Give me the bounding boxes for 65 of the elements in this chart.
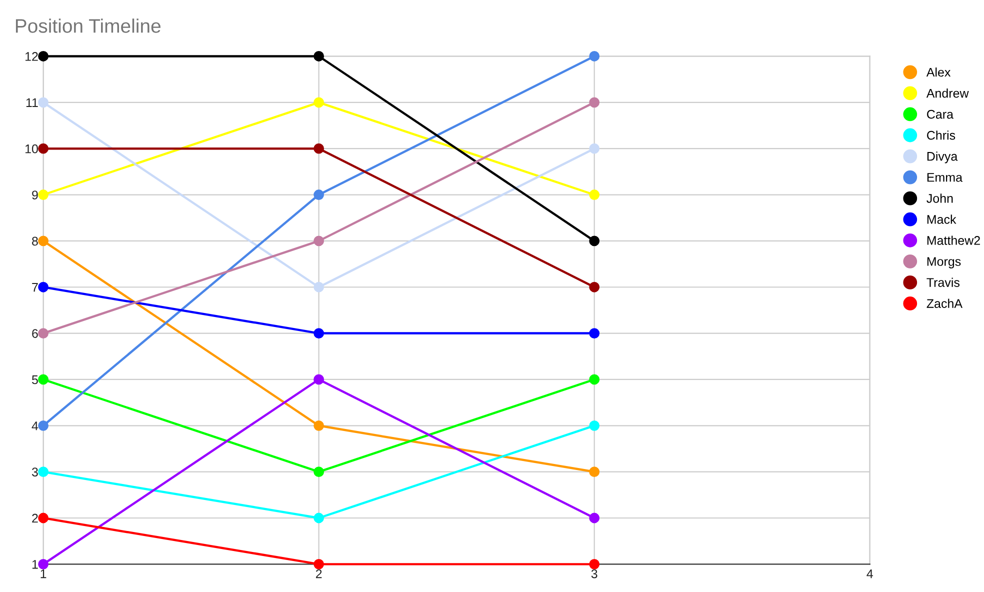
legend-label: Cara	[927, 110, 954, 119]
point	[589, 466, 600, 478]
legend-label: Morgs	[927, 257, 961, 268]
point	[314, 97, 324, 108]
point	[38, 190, 49, 200]
legend-label: Andrew	[926, 88, 969, 98]
point	[589, 558, 600, 570]
point	[314, 236, 324, 246]
point	[589, 328, 600, 339]
point	[314, 143, 324, 154]
legend-label: Travis	[926, 278, 960, 287]
y-tick-label: 5	[32, 375, 38, 384]
point	[38, 143, 49, 154]
legend-label: Mack	[927, 214, 956, 224]
point	[314, 51, 324, 62]
point	[38, 466, 49, 478]
y-tick-label: 6	[32, 329, 38, 338]
point	[38, 512, 49, 524]
x-tick-label: 3	[591, 569, 598, 578]
legend-label: Divya	[927, 152, 958, 164]
point	[38, 97, 49, 108]
point	[314, 282, 324, 292]
point	[589, 236, 600, 246]
point	[589, 512, 600, 524]
legend-label: John	[926, 194, 953, 203]
point	[314, 328, 324, 339]
point	[589, 51, 600, 62]
legend-label: Chris	[927, 130, 956, 140]
y-tick-label: 4	[32, 422, 38, 430]
y-tick-label: 12	[25, 52, 38, 61]
point	[314, 512, 324, 524]
x-tick-label: 1	[40, 569, 46, 578]
point	[589, 282, 600, 292]
legend-label: Emma	[927, 173, 962, 182]
y-tick-label: 9	[32, 190, 38, 200]
point	[589, 97, 600, 108]
legend-label: ZachA	[926, 298, 962, 308]
y-tick-label: 7	[32, 283, 38, 292]
point	[589, 374, 600, 385]
y-tick-label: 11	[26, 98, 38, 107]
point	[589, 190, 600, 200]
point	[38, 282, 49, 292]
point	[589, 143, 600, 154]
point	[314, 374, 324, 385]
point	[38, 236, 49, 246]
point	[38, 328, 49, 339]
chart-title: Position Timeline	[16, 18, 160, 33]
point	[38, 420, 49, 431]
point	[589, 420, 600, 431]
y-tick-label: 8	[32, 236, 38, 246]
y-tick-label: 10	[25, 144, 38, 154]
point	[38, 51, 49, 62]
y-tick-label: 1	[32, 560, 38, 569]
point	[314, 190, 324, 200]
point	[314, 466, 324, 478]
x-tick-label: 2	[316, 569, 322, 578]
point	[38, 558, 49, 570]
legend-label: Alex	[926, 67, 951, 77]
legend-label: Matthew2	[927, 236, 980, 245]
point	[314, 420, 324, 431]
point	[38, 374, 49, 385]
x-tick-label: 4	[866, 569, 873, 578]
point	[314, 558, 324, 570]
y-tick-label: 3	[32, 468, 38, 476]
y-tick-label: 2	[32, 514, 38, 523]
